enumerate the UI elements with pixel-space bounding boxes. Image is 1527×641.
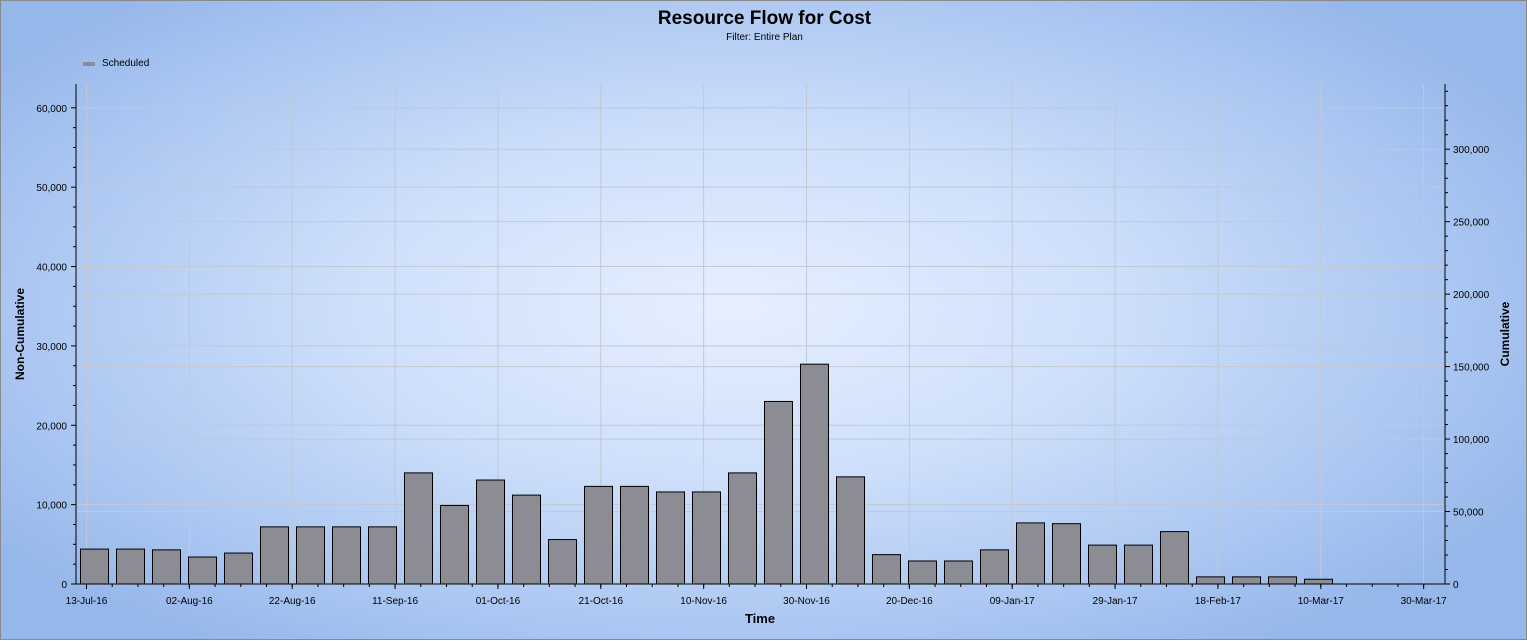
y2-tick-label: 300,000 xyxy=(1453,145,1490,156)
bar-scheduled xyxy=(296,526,325,585)
x-tick-label: 30-Nov-16 xyxy=(783,596,830,607)
y2-tick-label: 200,000 xyxy=(1453,290,1490,301)
bar-scheduled xyxy=(1268,576,1297,585)
bar-scheduled xyxy=(1160,531,1189,585)
bar-scheduled xyxy=(1016,522,1045,585)
legend-label-scheduled: Scheduled xyxy=(102,58,150,69)
x-tick-label: 18-Feb-17 xyxy=(1195,596,1242,607)
bar-scheduled xyxy=(332,526,361,585)
y2-tick-label: 150,000 xyxy=(1453,363,1490,374)
x-tick-label: 10-Nov-16 xyxy=(680,596,727,607)
grid-layer xyxy=(76,84,1445,584)
y-tick-label: 20,000 xyxy=(36,421,67,432)
x-tick-label: 20-Dec-16 xyxy=(886,596,933,607)
bar-scheduled xyxy=(692,491,721,585)
bar-scheduled xyxy=(80,548,109,585)
x-axis-title: Time xyxy=(745,611,775,626)
bar-scheduled xyxy=(1088,544,1117,585)
y-tick-label: 40,000 xyxy=(36,263,67,274)
x-tick-label: 11-Sep-16 xyxy=(372,596,418,607)
bar-scheduled xyxy=(1304,578,1333,585)
x-tick-label: 13-Jul-16 xyxy=(66,596,108,607)
y-tick-label: 50,000 xyxy=(36,183,67,194)
bar-scheduled xyxy=(836,476,865,585)
y2-tick-label: 50,000 xyxy=(1453,508,1484,519)
bar-scheduled xyxy=(872,554,901,585)
bar-scheduled xyxy=(476,479,505,585)
x-tick-label: 29-Jan-17 xyxy=(1093,596,1138,607)
y2-tick-label: 100,000 xyxy=(1453,435,1490,446)
x-tick-label: 30-Mar-17 xyxy=(1401,596,1448,607)
bar-scheduled xyxy=(188,556,217,585)
bar-scheduled xyxy=(908,560,937,585)
bar-scheduled xyxy=(548,539,577,585)
bars-layer xyxy=(80,363,1333,585)
x-tick-label: 01-Oct-16 xyxy=(476,596,521,607)
bar-scheduled xyxy=(620,485,649,585)
x-tick-label: 21-Oct-16 xyxy=(579,596,624,607)
bar-scheduled xyxy=(224,552,253,585)
bar-scheduled xyxy=(656,491,685,585)
bar-scheduled xyxy=(116,548,145,585)
bar-scheduled xyxy=(260,526,289,585)
bar-scheduled xyxy=(404,472,433,585)
x-tick-label: 22-Aug-16 xyxy=(269,596,316,607)
axes-layer xyxy=(71,84,1450,589)
x-tick-label: 10-Mar-17 xyxy=(1298,596,1345,607)
bar-scheduled xyxy=(728,472,757,585)
y2-tick-label: 250,000 xyxy=(1453,218,1490,229)
bar-scheduled xyxy=(1196,576,1225,585)
chart-subtitle: Filter: Entire Plan xyxy=(726,32,803,43)
chart-title: Resource Flow for Cost xyxy=(657,8,872,29)
x-tick-label: 02-Aug-16 xyxy=(166,596,213,607)
y-tick-label: 0 xyxy=(61,580,67,591)
y-axis-title: Non-Cumulative xyxy=(13,288,27,380)
legend-swatch-scheduled xyxy=(83,61,95,66)
y2-axis-title: Cumulative xyxy=(1498,301,1512,366)
bar-scheduled xyxy=(152,549,181,585)
bar-scheduled xyxy=(1124,544,1153,585)
bar-scheduled xyxy=(584,485,613,585)
bar-scheduled xyxy=(440,504,469,585)
bar-scheduled xyxy=(368,526,397,585)
y-tick-label: 10,000 xyxy=(36,501,67,512)
bar-scheduled xyxy=(512,494,541,585)
y2-tick-label: 0 xyxy=(1453,580,1459,591)
legend: Scheduled xyxy=(83,58,149,69)
y-tick-label: 60,000 xyxy=(36,104,67,115)
x-tick-label: 09-Jan-17 xyxy=(990,596,1035,607)
bar-scheduled xyxy=(764,400,793,585)
bar-scheduled xyxy=(980,549,1009,585)
bar-scheduled xyxy=(1232,576,1261,585)
bar-scheduled xyxy=(1052,523,1081,585)
bar-scheduled xyxy=(944,560,973,585)
y-tick-label: 30,000 xyxy=(36,342,67,353)
bar-scheduled xyxy=(800,363,829,585)
labels-layer: 0 10,000 20,000 30,000 40,000 50,000 60,000 0 50… xyxy=(36,104,1489,607)
